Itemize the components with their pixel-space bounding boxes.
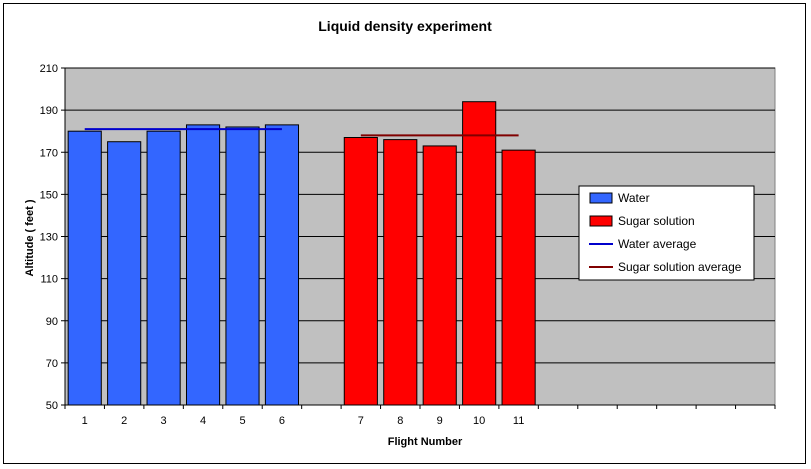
legend-swatch-sugar-solution bbox=[589, 215, 613, 227]
x-tick-label: 8 bbox=[397, 415, 403, 427]
y-tick-label: 170 bbox=[40, 147, 58, 159]
y-tick-label: 130 bbox=[40, 232, 58, 244]
x-tick-label: 3 bbox=[161, 415, 167, 427]
bar-sugar-solution-7 bbox=[343, 137, 378, 406]
axes bbox=[61, 67, 776, 409]
y-tick-labels: 50 70 90 110 130 150 170 190 210 bbox=[40, 63, 58, 412]
x-tick-labels: 1 2 3 4 5 6 7 8 9 10 11 bbox=[82, 415, 525, 427]
y-tick-label: 150 bbox=[40, 189, 58, 201]
y-axis-label: Altitude ( feet ) bbox=[24, 199, 36, 276]
x-tick-label: 4 bbox=[200, 415, 206, 427]
bar-water-6 bbox=[264, 124, 300, 406]
x-tick-label: 9 bbox=[437, 415, 443, 427]
legend: Water Sugar solution Water average Sugar so… bbox=[578, 185, 755, 281]
bar-sugar-solution-10 bbox=[462, 101, 497, 406]
bar-sugar-solution-11 bbox=[501, 149, 536, 406]
x-tick-label: 6 bbox=[279, 415, 285, 427]
x-tick-label: 5 bbox=[239, 415, 245, 427]
x-tick-label: 10 bbox=[473, 415, 485, 427]
legend-label-water: Water bbox=[618, 191, 650, 205]
y-tick-label: 50 bbox=[46, 400, 58, 412]
bar-water-4 bbox=[185, 124, 221, 406]
y-tick-label: 210 bbox=[40, 63, 58, 75]
bar-water-5 bbox=[225, 126, 260, 406]
x-tick-label: 7 bbox=[358, 415, 364, 427]
average-lines bbox=[84, 128, 519, 137]
bars bbox=[67, 101, 536, 406]
legend-label-sugar-solution-average: Sugar solution average bbox=[618, 260, 742, 274]
x-tick-label: 1 bbox=[82, 415, 88, 427]
bar-water-1 bbox=[67, 130, 102, 406]
y-tick-label: 90 bbox=[46, 316, 58, 328]
bar-water-3 bbox=[146, 130, 181, 406]
bar-sugar-solution-8 bbox=[383, 139, 418, 406]
bar-water-2 bbox=[107, 141, 142, 406]
y-tick-label: 110 bbox=[40, 274, 58, 286]
x-tick-label: 11 bbox=[513, 415, 524, 427]
bar-sugar-solution-9 bbox=[422, 145, 457, 406]
legend-label-sugar-solution: Sugar solution bbox=[618, 214, 695, 228]
chart-title: Liquid density experiment bbox=[318, 18, 492, 34]
legend-swatch-water bbox=[589, 192, 613, 204]
legend-label-water-average: Water average bbox=[618, 237, 697, 251]
y-tick-label: 190 bbox=[40, 105, 58, 117]
x-axis-label: Flight Number bbox=[388, 436, 463, 448]
x-tick-label: 2 bbox=[121, 415, 127, 427]
y-tick-label: 70 bbox=[46, 358, 58, 370]
